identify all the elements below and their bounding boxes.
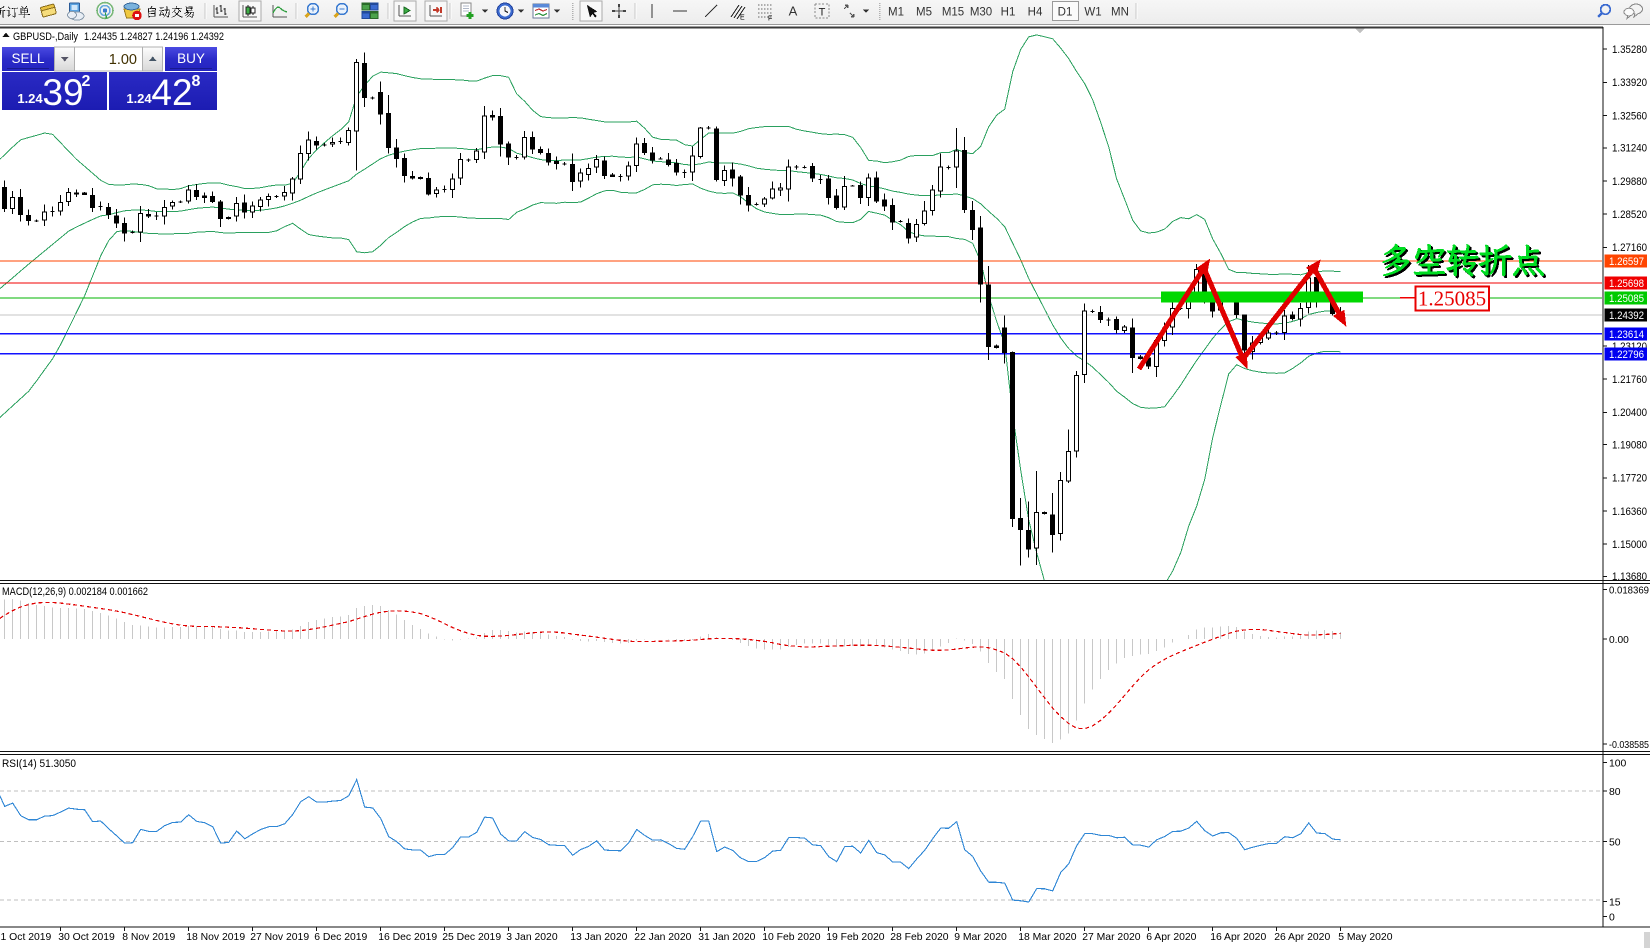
svg-text:1.24435 1.24827 1.24196 1.2439: 1.24435 1.24827 1.24196 1.24392	[84, 31, 224, 43]
svg-text:1.25085: 1.25085	[1418, 287, 1486, 311]
svg-text:10 Feb 2020: 10 Feb 2020	[762, 932, 821, 943]
svg-text:39: 39	[42, 72, 83, 113]
svg-text:1.27160: 1.27160	[1612, 242, 1647, 254]
svg-text:1.20400: 1.20400	[1612, 407, 1647, 419]
svg-text:1.33920: 1.33920	[1612, 77, 1647, 89]
svg-text:1.25085: 1.25085	[1609, 293, 1644, 305]
svg-text:1.29880: 1.29880	[1612, 176, 1647, 188]
svg-text:GBPUSD-,Daily: GBPUSD-,Daily	[13, 31, 78, 43]
svg-text:MN: MN	[1111, 7, 1129, 19]
svg-text:0: 0	[1609, 912, 1615, 923]
svg-text:W1: W1	[1084, 7, 1101, 19]
svg-text:E: E	[740, 15, 745, 22]
svg-text:1.16360: 1.16360	[1612, 506, 1647, 518]
svg-text:1.24: 1.24	[17, 91, 43, 106]
svg-text:16 Apr 2020: 16 Apr 2020	[1210, 932, 1266, 943]
svg-text:1.25698: 1.25698	[1609, 278, 1644, 290]
svg-text:50: 50	[1609, 837, 1621, 848]
svg-text:8: 8	[192, 73, 201, 90]
svg-text:0.018369: 0.018369	[1609, 585, 1649, 596]
svg-text:30 Oct 2019: 30 Oct 2019	[58, 932, 115, 943]
svg-text:1.21760: 1.21760	[1612, 374, 1647, 386]
svg-text:1.31240: 1.31240	[1612, 143, 1647, 155]
svg-text:1.35280: 1.35280	[1612, 44, 1647, 56]
svg-text:1.23614: 1.23614	[1609, 329, 1644, 341]
svg-text:3 Jan 2020: 3 Jan 2020	[506, 932, 558, 943]
svg-text:18 Nov 2019: 18 Nov 2019	[186, 932, 245, 943]
svg-text:A: A	[789, 4, 798, 19]
svg-text:2: 2	[82, 73, 91, 90]
svg-text:RSI(14) 51.3050: RSI(14) 51.3050	[2, 758, 76, 770]
svg-text:27 Mar 2020: 27 Mar 2020	[1082, 932, 1141, 943]
svg-text:1.00: 1.00	[109, 52, 137, 68]
svg-text:1.13680: 1.13680	[1612, 571, 1647, 583]
svg-text:H4: H4	[1028, 7, 1043, 19]
svg-text:22 Jan 2020: 22 Jan 2020	[634, 932, 691, 943]
svg-text:T: T	[819, 7, 826, 19]
svg-text:0.00: 0.00	[1609, 635, 1629, 646]
svg-text:1.26597: 1.26597	[1609, 256, 1644, 268]
svg-text:BUY: BUY	[177, 51, 205, 66]
svg-text:1.24392: 1.24392	[1609, 310, 1644, 322]
svg-text:M30: M30	[970, 7, 992, 19]
svg-text:H1: H1	[1001, 7, 1016, 19]
svg-text:1.17720: 1.17720	[1612, 473, 1647, 485]
svg-text:13 Jan 2020: 13 Jan 2020	[570, 932, 627, 943]
svg-text:31 Jan 2020: 31 Jan 2020	[698, 932, 755, 943]
svg-text:1.19080: 1.19080	[1612, 439, 1647, 451]
svg-text:M5: M5	[916, 7, 932, 19]
svg-text:F: F	[768, 16, 772, 23]
svg-text:18 Mar 2020: 18 Mar 2020	[1018, 932, 1077, 943]
svg-text:15: 15	[1609, 897, 1621, 908]
svg-text:27 Nov 2019: 27 Nov 2019	[250, 932, 309, 943]
svg-text:16 Dec 2019: 16 Dec 2019	[378, 932, 437, 943]
svg-text:-0.038585: -0.038585	[1609, 740, 1649, 751]
svg-text:42: 42	[151, 72, 192, 113]
svg-text:6 Apr 2020: 6 Apr 2020	[1146, 932, 1196, 943]
svg-text:1.24: 1.24	[126, 91, 152, 106]
svg-text:19 Feb 2020: 19 Feb 2020	[826, 932, 885, 943]
svg-text:28 Feb 2020: 28 Feb 2020	[890, 932, 949, 943]
svg-text:M1: M1	[888, 7, 904, 19]
svg-text:MACD(12,26,9) 0.002184 0.00166: MACD(12,26,9) 0.002184 0.001662	[2, 586, 148, 598]
svg-text:9 Mar 2020: 9 Mar 2020	[954, 932, 1007, 943]
svg-text:SELL: SELL	[11, 51, 45, 66]
svg-text:M15: M15	[942, 7, 964, 19]
svg-text:1.32560: 1.32560	[1612, 110, 1647, 122]
svg-text:80: 80	[1609, 787, 1621, 798]
svg-text:6 Dec 2019: 6 Dec 2019	[314, 932, 367, 943]
svg-text:25 Dec 2019: 25 Dec 2019	[442, 932, 501, 943]
svg-text:1 Oct 2019: 1 Oct 2019	[1, 932, 52, 943]
svg-text:8 Nov 2019: 8 Nov 2019	[122, 932, 175, 943]
svg-text:5 May 2020: 5 May 2020	[1338, 932, 1393, 943]
svg-text:1.15000: 1.15000	[1612, 539, 1647, 551]
svg-text:100: 100	[1609, 758, 1627, 769]
svg-text:D1: D1	[1058, 7, 1073, 19]
svg-text:26 Apr 2020: 26 Apr 2020	[1274, 932, 1330, 943]
svg-text:1.22796: 1.22796	[1609, 349, 1644, 361]
svg-text:1.28520: 1.28520	[1612, 209, 1647, 221]
